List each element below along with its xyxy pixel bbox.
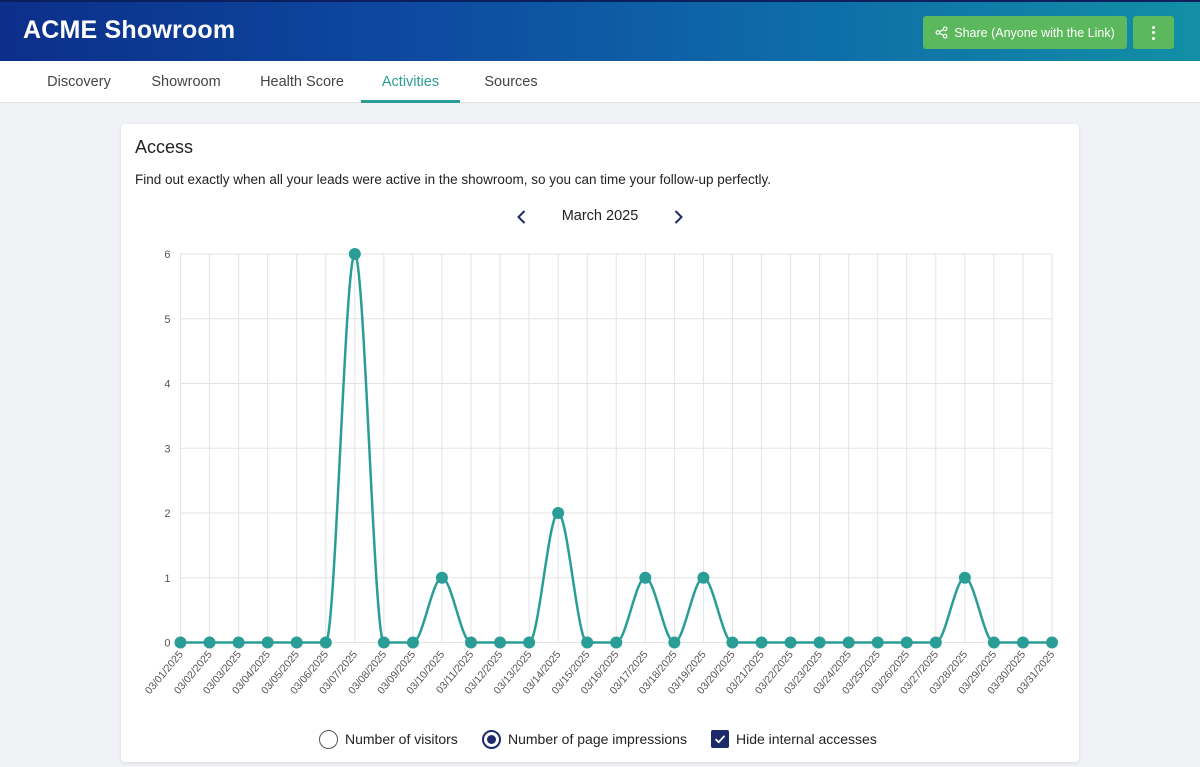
app-header: ACME Showroom Share (Anyone with the Lin… [0,0,1200,61]
access-card: Access Find out exactly when all your le… [121,124,1079,762]
share-icon [935,26,948,39]
chevron-left-icon [517,210,526,224]
hide-internal-label: Hide internal accesses [736,731,877,747]
impressions-radio[interactable]: Number of page impressions [482,728,687,750]
checkmark-icon [714,735,726,744]
hide-internal-checkbox[interactable]: Hide internal accesses [711,728,877,750]
next-month-button[interactable] [667,206,689,228]
visitors-radio-label: Number of visitors [345,731,458,747]
previous-month-button[interactable] [511,206,533,228]
tab-discovery[interactable]: Discovery [47,74,111,90]
tab-activities[interactable]: Activities [361,61,460,103]
chevron-right-icon [674,210,683,224]
visitors-radio[interactable]: Number of visitors [319,728,458,750]
tab-bar: Discovery Showroom Health Score Activiti… [0,61,1200,103]
share-button-label: Share (Anyone with the Link) [954,25,1115,40]
more-vertical-icon [1152,25,1155,29]
impressions-radio-circle[interactable] [482,729,501,749]
share-button[interactable]: Share (Anyone with the Link) [923,16,1127,49]
visitors-radio-circle[interactable] [319,729,338,749]
month-navigator: March 2025 [121,206,1079,228]
card-title: Access [135,137,194,157]
impressions-radio-label: Number of page impressions [508,731,687,747]
more-options-button[interactable] [1133,16,1174,49]
card-description: Find out exactly when all your leads wer… [135,172,772,187]
app-title: ACME Showroom [23,16,236,44]
tab-health-score[interactable]: Health Score [260,74,344,90]
checkbox-checked[interactable] [711,730,729,748]
tab-sources[interactable]: Sources [484,74,538,90]
tab-showroom[interactable]: Showroom [151,74,221,90]
chart-controls: Number of visitors Number of page impres… [121,728,1079,750]
month-label: March 2025 [561,208,639,224]
